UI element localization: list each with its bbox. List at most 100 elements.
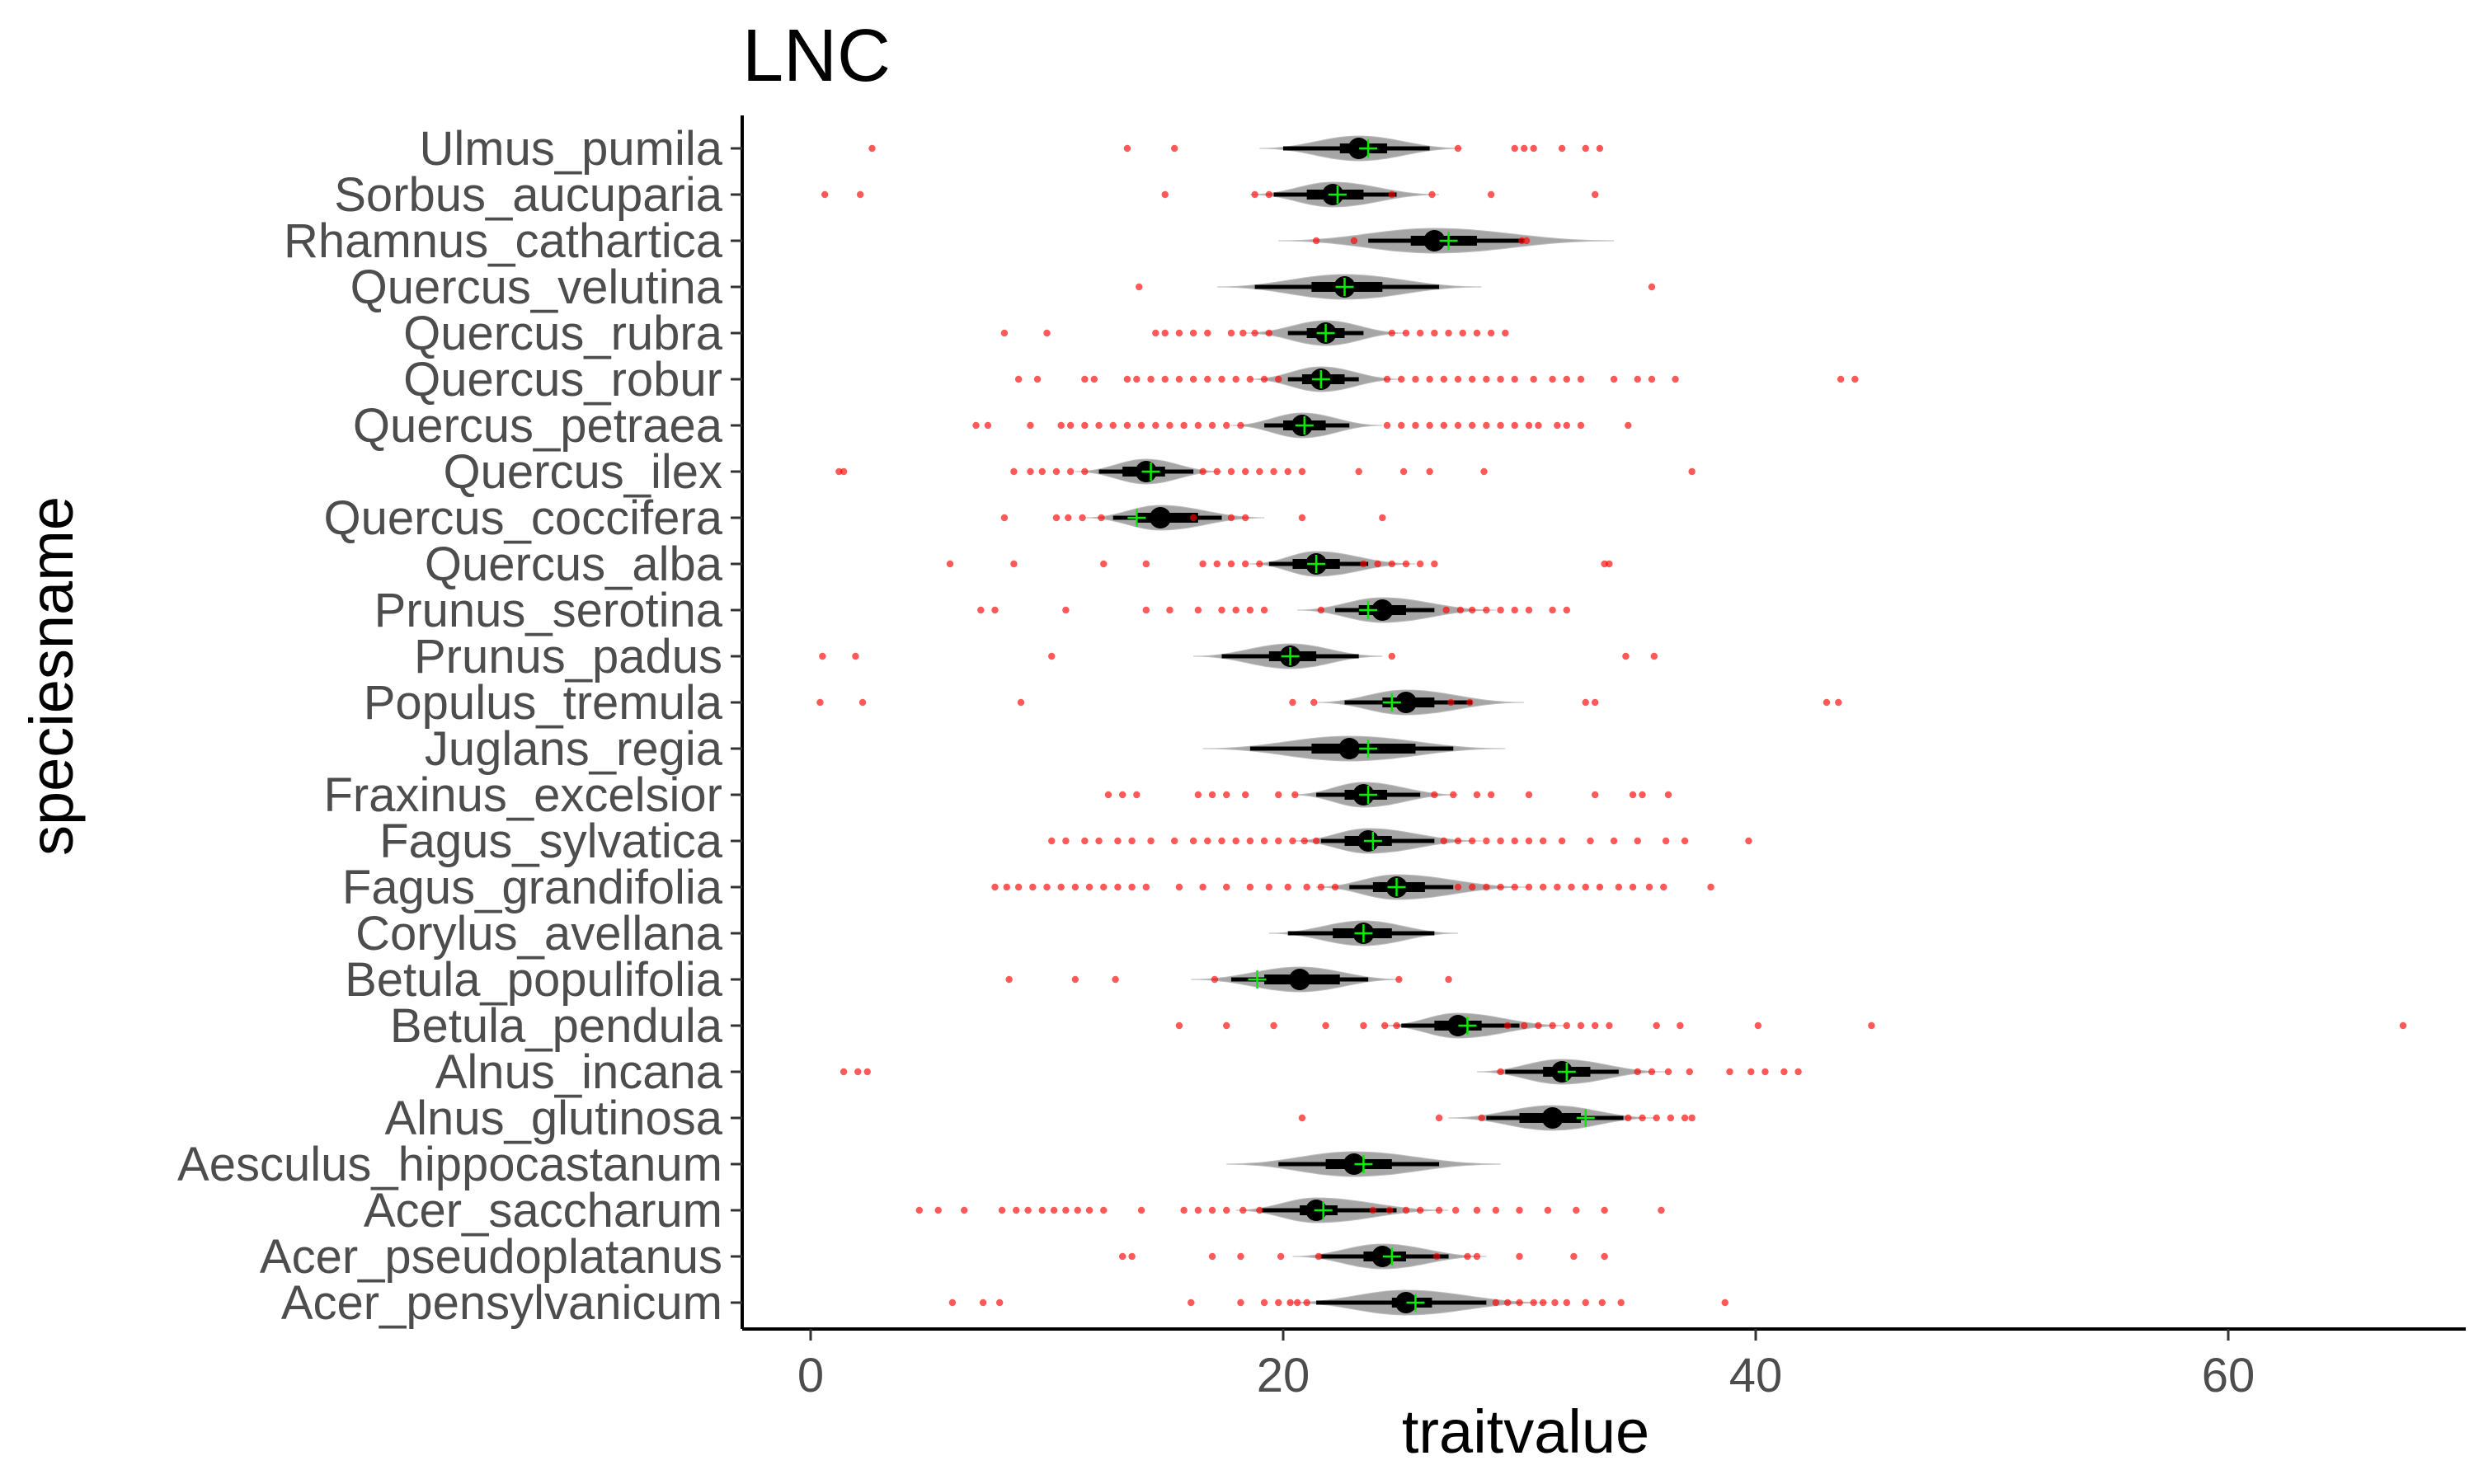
outlier-point (1596, 883, 1604, 891)
outlier-point (1747, 1068, 1755, 1076)
outlier-point (1582, 698, 1589, 707)
outlier-point (1298, 1114, 1306, 1122)
outlier-point (1241, 514, 1249, 522)
outlier-point (1208, 791, 1216, 799)
outlier-point (1136, 283, 1143, 291)
outlier-point (1681, 837, 1689, 845)
outlier-point (1265, 883, 1273, 891)
outlier-point (1256, 467, 1263, 476)
outlier-point (1393, 1021, 1400, 1030)
y-tick-label: Populus_tremula (364, 676, 723, 730)
species-row (1175, 1012, 2407, 1039)
species-row (915, 1197, 1665, 1223)
outlier-point (1048, 837, 1056, 845)
outlier-point (1629, 883, 1637, 891)
outlier-point (1369, 1206, 1377, 1214)
outlier-point (1066, 467, 1075, 476)
outlier-point (1587, 837, 1594, 845)
outlier-point (1161, 375, 1169, 383)
outlier-point (1275, 375, 1282, 383)
median-point (1541, 1107, 1564, 1129)
outlier-point (1707, 883, 1714, 891)
outlier-point (1473, 1252, 1481, 1261)
outlier-point (1180, 1206, 1188, 1214)
y-tick-label: Acer_saccharum (364, 1184, 722, 1237)
outlier-point (1416, 560, 1424, 568)
outlier-point (1511, 837, 1518, 845)
outlier-point (1310, 698, 1318, 707)
outlier-point (1681, 1114, 1689, 1122)
outlier-point (1539, 883, 1547, 891)
outlier-point (1265, 329, 1273, 337)
outlier-point (1497, 883, 1504, 891)
outlier-point (1062, 1206, 1070, 1214)
outlier-point (1137, 1206, 1145, 1214)
outlier-point (1625, 421, 1632, 430)
y-tick-label: Corylus_avellana (355, 907, 723, 960)
outlier-point (1525, 837, 1533, 845)
species-row (972, 412, 1632, 439)
outlier-point (1639, 1114, 1646, 1122)
outlier-point (1223, 1021, 1230, 1030)
outlier-point (1516, 1206, 1523, 1214)
outlier-point (1331, 883, 1339, 891)
outlier-point (1447, 698, 1455, 707)
outlier-point (1658, 1206, 1665, 1214)
outlier-point (1473, 1206, 1481, 1214)
outlier-point (1591, 190, 1599, 199)
outlier-point (991, 606, 999, 614)
median-point (1371, 1246, 1394, 1267)
outlier-point (1469, 606, 1476, 614)
outlier-point (1189, 329, 1197, 337)
outlier-point (1033, 375, 1042, 383)
outlier-point (1469, 421, 1476, 430)
outlier-point (1256, 560, 1263, 568)
outlier-point (998, 1206, 1006, 1214)
outlier-point (816, 698, 824, 707)
y-tick-label: Quercus_coccifera (323, 491, 722, 545)
outlier-point (1761, 1068, 1769, 1076)
outlier-point (1483, 883, 1490, 891)
chart-title: LNC (742, 15, 891, 97)
species-row (1202, 735, 1506, 762)
outlier-point (1114, 883, 1122, 891)
y-tick-label: Acer_pseudoplatanus (260, 1230, 722, 1284)
median-point (1338, 738, 1361, 759)
outlier-point (1239, 1206, 1247, 1214)
species-row (1136, 274, 1656, 300)
outlier-point (1289, 837, 1296, 845)
outlier-point (1065, 514, 1072, 522)
outlier-point (1057, 883, 1065, 891)
outlier-point (1052, 467, 1061, 476)
outlier-point (1450, 791, 1457, 799)
outlier-point (1511, 606, 1518, 614)
outlier-point (840, 467, 848, 476)
species-row (819, 643, 1658, 669)
outlier-point (1522, 237, 1531, 245)
outlier-point (1483, 837, 1490, 845)
outlier-point (1227, 560, 1235, 568)
outlier-point (1454, 421, 1462, 430)
outlier-point (1317, 606, 1325, 614)
outlier-point (1629, 791, 1637, 799)
y-tick-label: Prunus_padus (414, 630, 722, 683)
outlier-point (1823, 698, 1831, 707)
outlier-point (1298, 514, 1306, 522)
outlier-point (1398, 375, 1405, 383)
outlier-point (1189, 375, 1197, 383)
outlier-point (1315, 1252, 1323, 1261)
outlier-point (1175, 1021, 1183, 1030)
outlier-point (1246, 606, 1254, 614)
outlier-point (1721, 1298, 1729, 1307)
outlier-point (1480, 467, 1488, 476)
outlier-point (1317, 883, 1325, 891)
species-row (1298, 1105, 1696, 1131)
outlier-point (1445, 975, 1452, 984)
outlier-point (821, 190, 829, 199)
outlier-point (1428, 190, 1436, 199)
x-tick-labels: 0 20 40 60 (797, 1329, 2255, 1402)
outlier-point (1577, 375, 1585, 383)
outlier-point (1794, 1068, 1802, 1076)
outlier-point (1277, 1252, 1285, 1261)
outlier-point (1275, 837, 1282, 845)
